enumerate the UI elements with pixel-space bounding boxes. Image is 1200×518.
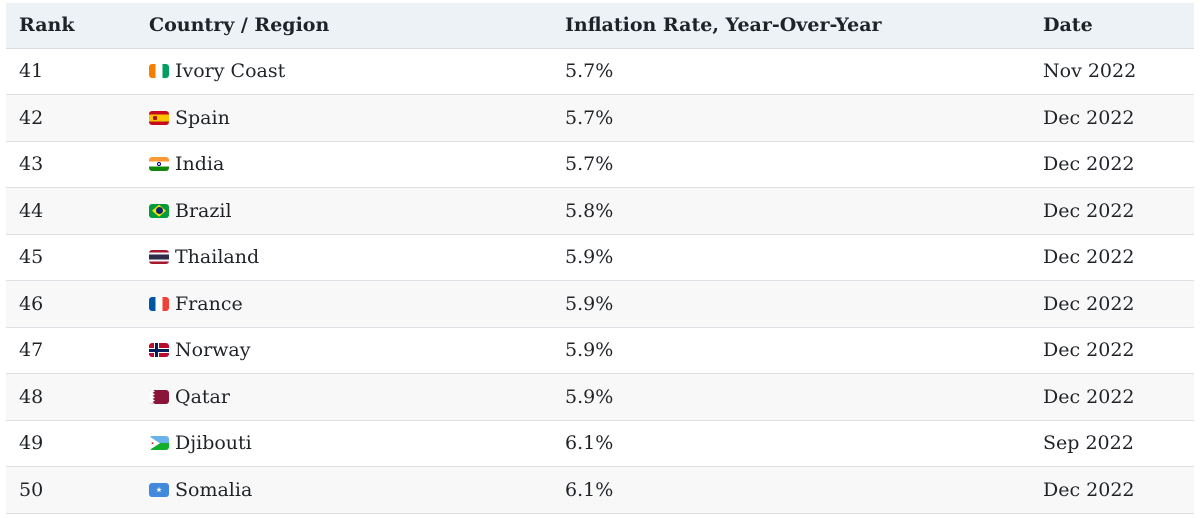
inflation-table-container: Rank Country / Region Inflation Rate, Ye… <box>6 3 1194 514</box>
header-date[interactable]: Date <box>1030 3 1194 49</box>
date-cell: Nov 2022 <box>1043 60 1137 83</box>
table-header: Rank Country / Region Inflation Rate, Ye… <box>6 3 1194 49</box>
table-row: 48 Qatar 5.9% Dec 2022 <box>6 373 1194 421</box>
table-row: 44 Brazil 5.8% Dec 2022 <box>6 187 1194 235</box>
inflation-rate-cell: 5.7% <box>565 153 614 176</box>
country-cell: India <box>136 141 552 188</box>
country-cell: Norway <box>136 327 552 374</box>
country-name[interactable]: India <box>175 153 225 176</box>
country-cell: France <box>136 281 552 328</box>
country-name[interactable]: France <box>175 292 243 315</box>
country-cell: Somalia <box>136 467 552 514</box>
country-name[interactable]: Ivory Coast <box>175 60 286 83</box>
inflation-rate-cell: 5.9% <box>565 385 614 408</box>
date-cell: Dec 2022 <box>1043 385 1135 408</box>
india-flag-icon <box>149 157 169 172</box>
date-cell: Dec 2022 <box>1043 106 1135 129</box>
country-cell: Thailand <box>136 234 552 281</box>
table-row: 45 Thailand 5.9% Dec 2022 <box>6 234 1194 281</box>
country-name[interactable]: Brazil <box>175 199 232 222</box>
country-cell: Djibouti <box>136 420 552 467</box>
table-row: 41 Ivory Coast 5.7% Nov 2022 <box>6 48 1194 95</box>
somalia-flag-icon <box>149 482 169 497</box>
spain-flag-icon <box>149 110 169 125</box>
date-cell: Dec 2022 <box>1043 339 1135 362</box>
date-cell: Dec 2022 <box>1043 199 1135 222</box>
country-name[interactable]: Somalia <box>175 478 253 501</box>
country-name[interactable]: Djibouti <box>175 432 252 455</box>
country-cell: Brazil <box>136 188 552 235</box>
country-cell: Spain <box>136 95 552 142</box>
inflation-rate-table: Rank Country / Region Inflation Rate, Ye… <box>6 3 1194 514</box>
inflation-rate-cell: 5.8% <box>565 199 614 222</box>
inflation-rate-cell: 6.1% <box>565 432 614 455</box>
inflation-rate-cell: 6.1% <box>565 478 614 501</box>
country-name[interactable]: Qatar <box>175 385 230 408</box>
rank-cell: 44 <box>19 199 44 222</box>
header-inflation-rate[interactable]: Inflation Rate, Year-Over-Year <box>552 3 1030 49</box>
country-cell: Qatar <box>136 374 552 421</box>
country-name[interactable]: Norway <box>175 339 251 362</box>
header-row: Rank Country / Region Inflation Rate, Ye… <box>6 3 1194 49</box>
rank-cell: 47 <box>19 339 44 362</box>
thailand-flag-icon <box>149 250 169 265</box>
rank-cell: 46 <box>19 292 44 315</box>
rank-cell: 41 <box>19 60 44 83</box>
brazil-flag-icon <box>149 203 169 218</box>
table-row: 50 Somalia 6.1% Dec 2022 <box>6 466 1194 514</box>
table-row: 46 France 5.9% Dec 2022 <box>6 280 1194 328</box>
ivory-coast-flag-icon <box>149 64 169 79</box>
rank-cell: 42 <box>19 106 44 129</box>
rank-cell: 50 <box>19 478 44 501</box>
rank-cell: 48 <box>19 385 44 408</box>
header-rank[interactable]: Rank <box>6 3 136 49</box>
table-body: 41 Ivory Coast 5.7% Nov 2022 42 Spain <box>6 48 1194 513</box>
date-cell: Dec 2022 <box>1043 478 1135 501</box>
inflation-rate-cell: 5.9% <box>565 292 614 315</box>
country-cell: Ivory Coast <box>136 48 552 95</box>
inflation-rate-cell: 5.7% <box>565 60 614 83</box>
norway-flag-icon <box>149 343 169 358</box>
inflation-rate-cell: 5.7% <box>565 106 614 129</box>
table-row: 47 Norway 5.9% Dec 2022 <box>6 327 1194 374</box>
date-cell: Dec 2022 <box>1043 153 1135 176</box>
inflation-rate-cell: 5.9% <box>565 246 614 269</box>
country-name[interactable]: Spain <box>175 106 230 129</box>
rank-cell: 45 <box>19 246 44 269</box>
table-row: 49 Djibouti 6.1% Sep 2022 <box>6 420 1194 467</box>
date-cell: Sep 2022 <box>1043 432 1134 455</box>
header-country[interactable]: Country / Region <box>136 3 552 49</box>
table-row: 43 India 5.7% Dec 2022 <box>6 141 1194 188</box>
france-flag-icon <box>149 296 169 311</box>
djibouti-flag-icon <box>149 436 169 451</box>
inflation-rate-cell: 5.9% <box>565 339 614 362</box>
rank-cell: 49 <box>19 432 44 455</box>
date-cell: Dec 2022 <box>1043 292 1135 315</box>
country-name[interactable]: Thailand <box>175 246 260 269</box>
table-row: 42 Spain 5.7% Dec 2022 <box>6 94 1194 142</box>
qatar-flag-icon <box>149 389 169 404</box>
rank-cell: 43 <box>19 153 44 176</box>
date-cell: Dec 2022 <box>1043 246 1135 269</box>
